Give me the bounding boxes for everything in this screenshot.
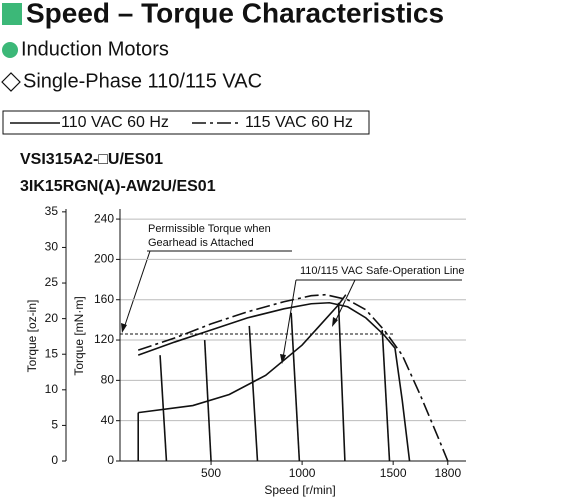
y2-tick-label: 10 bbox=[45, 382, 59, 396]
y-tick-label: 240 bbox=[94, 211, 114, 225]
legend-label: 115 VAC 60 Hz bbox=[245, 114, 353, 131]
leader bbox=[123, 250, 151, 329]
y2-tick-label: 0 bbox=[51, 453, 58, 467]
x-axis-label: Speed [r/min] bbox=[264, 483, 335, 497]
y-tick-label: 200 bbox=[94, 252, 114, 266]
model: 3IK15RGN(A)-AW2U/ES01 bbox=[20, 178, 216, 195]
series-line bbox=[137, 301, 411, 462]
y2-tick-label: 30 bbox=[45, 240, 59, 254]
y2-axis-label: Torque [oz-in] bbox=[25, 300, 39, 373]
annotation: 110/115 VAC Safe-Operation Line bbox=[300, 265, 465, 277]
x-tick-label: 1800 bbox=[434, 466, 461, 480]
title: Speed – Torque Characteristics bbox=[26, 0, 444, 28]
leader bbox=[282, 279, 297, 359]
title-square bbox=[2, 3, 22, 25]
y2-tick-label: 20 bbox=[45, 311, 59, 325]
diamond bbox=[1, 72, 21, 92]
load-line bbox=[381, 329, 391, 462]
leader bbox=[334, 279, 356, 323]
load-line bbox=[248, 325, 259, 462]
y-tick-label: 120 bbox=[94, 332, 114, 346]
load-line bbox=[290, 312, 301, 462]
load-line bbox=[337, 302, 346, 462]
x-tick-label: 1000 bbox=[289, 466, 316, 480]
y2-tick-label: 15 bbox=[45, 346, 59, 360]
y-tick-label: 160 bbox=[94, 292, 114, 306]
x-tick-label: 1500 bbox=[380, 466, 407, 480]
annotation: Gearhead is Attached bbox=[148, 237, 254, 249]
x-tick-label: 500 bbox=[201, 466, 221, 480]
y2-tick-label: 25 bbox=[45, 275, 59, 289]
model: VSI315A2-□U/ES01 bbox=[20, 151, 163, 168]
load-line bbox=[159, 355, 168, 462]
legend-box bbox=[2, 110, 370, 135]
annotation: Permissible Torque when bbox=[148, 223, 271, 235]
bullet bbox=[2, 42, 18, 58]
arrowhead bbox=[121, 323, 127, 333]
y-axis-label: Torque [mN·m] bbox=[72, 296, 86, 375]
y-tick-label: 0 bbox=[107, 453, 114, 467]
y-tick-label: 40 bbox=[101, 413, 115, 427]
y2-tick-label: 35 bbox=[45, 204, 59, 218]
subtitle: Single-Phase 110/115 VAC bbox=[23, 70, 262, 92]
y-tick-label: 80 bbox=[101, 373, 115, 387]
series-line bbox=[137, 293, 449, 462]
legend-label: 110 VAC 60 Hz bbox=[61, 114, 169, 131]
safe-operation-line bbox=[138, 294, 347, 414]
subtitle: Induction Motors bbox=[21, 38, 169, 60]
y2-tick-label: 5 bbox=[51, 418, 58, 432]
arrowhead bbox=[332, 317, 338, 327]
